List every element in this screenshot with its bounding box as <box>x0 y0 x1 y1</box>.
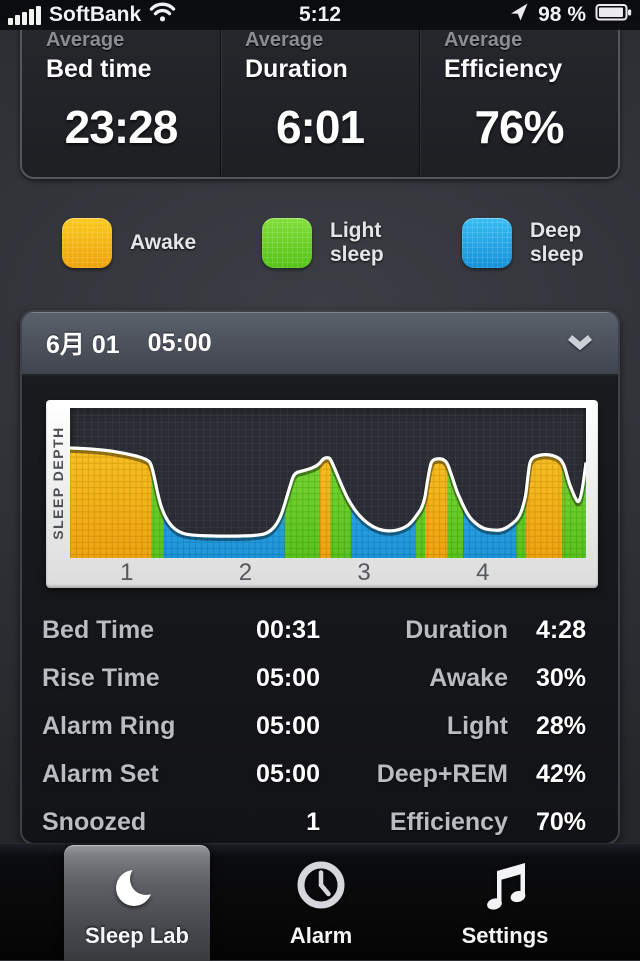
row-label: Alarm Ring <box>42 711 176 740</box>
y-axis-label-bar: SLEEP DEPTH <box>46 408 70 558</box>
light-sleep-color-swatch <box>262 218 312 268</box>
row-value: 05:00 <box>256 711 320 740</box>
row-label: Rise Time <box>42 663 160 692</box>
deep-sleep-color-swatch <box>462 218 512 268</box>
table-row: Alarm Set 05:00 Deep+REM 42% <box>42 750 586 798</box>
row-label: Light <box>446 711 508 740</box>
status-bar: SoftBank 5:12 98 % <box>0 0 640 30</box>
stat-title: Efficiency <box>444 55 563 83</box>
stat-efficiency: Average Efficiency 76% <box>419 7 618 177</box>
row-value: 42% <box>535 759 586 788</box>
legend-item-deep-sleep: Deep sleep <box>462 218 612 268</box>
night-rise-time: 05:00 <box>147 328 212 357</box>
carrier-label: SoftBank <box>49 3 142 26</box>
row-value: 30% <box>535 663 586 692</box>
night-date: 6月 01 <box>46 331 120 359</box>
legend-label: Deep sleep <box>530 219 584 266</box>
row-value: 28% <box>535 711 586 740</box>
sleep-depth-area-chart <box>70 446 586 558</box>
tab-label: Alarm <box>289 923 353 948</box>
tab-settings[interactable]: Settings <box>430 843 580 960</box>
legend-item-light-sleep: Light sleep <box>262 218 412 268</box>
stat-value: 76% <box>474 101 564 153</box>
clock-icon <box>295 859 347 916</box>
battery-icon <box>595 3 632 28</box>
wifi-icon <box>149 2 176 28</box>
legend-label: Light sleep <box>330 219 384 266</box>
row-value: 05:00 <box>256 759 320 788</box>
tab-sleep-lab[interactable]: Sleep Lab <box>62 843 212 960</box>
tab-label: Settings <box>461 923 549 948</box>
stat-value: 6:01 <box>275 101 365 153</box>
chevron-down-icon[interactable] <box>566 329 594 358</box>
row-value: 4:28 <box>535 615 586 644</box>
row-label: Snoozed <box>42 807 147 836</box>
stat-bed-time: Average Bed time 23:28 <box>22 7 220 177</box>
tab-alarm[interactable]: Alarm <box>246 843 396 960</box>
stat-value: 23:28 <box>64 101 179 153</box>
status-time: 5:12 <box>298 3 342 26</box>
stat-sublabel: Average <box>245 29 324 51</box>
row-label: Bed Time <box>42 615 155 644</box>
night-card-header[interactable]: 6月 01 05:00 <box>22 312 618 376</box>
table-row: Bed Time 00:31 Duration 4:28 <box>42 606 586 654</box>
x-axis-ticks: 1 2 3 4 <box>70 558 586 588</box>
row-label: Alarm Set <box>42 759 159 788</box>
x-tick-label: 4 <box>476 559 490 586</box>
stat-sublabel: Average <box>444 29 523 51</box>
tab-label: Sleep Lab <box>85 923 189 948</box>
average-stats-panel: Average Bed time 23:28 Average Duration … <box>20 5 620 179</box>
stat-duration: Average Duration 6:01 <box>220 7 419 177</box>
night-card: 6月 01 05:00 SLEEP DEPTH 1 2 3 4 <box>20 310 620 845</box>
moon-icon <box>113 863 161 916</box>
awake-color-swatch <box>62 218 112 268</box>
row-label: Deep+REM <box>376 759 508 788</box>
row-label: Duration <box>405 615 508 644</box>
stat-title: Bed time <box>46 55 152 83</box>
x-tick-label: 1 <box>120 559 134 586</box>
x-tick-label: 3 <box>357 559 371 586</box>
row-label: Efficiency <box>389 807 508 836</box>
sleep-depth-line <box>70 446 586 538</box>
table-row: Alarm Ring 05:00 Light 28% <box>42 702 586 750</box>
stat-title: Duration <box>245 55 348 83</box>
y-axis-label: SLEEP DEPTH <box>50 426 66 540</box>
x-tick-label: 2 <box>238 559 253 586</box>
row-value: 00:31 <box>256 615 320 644</box>
sleep-depth-chart: SLEEP DEPTH 1 2 3 4 <box>46 400 598 588</box>
battery-percent: 98 % <box>538 3 586 26</box>
music-note-icon <box>482 859 528 916</box>
row-value: 1 <box>306 807 320 836</box>
legend-item-awake: Awake <box>62 218 212 268</box>
row-value: 05:00 <box>256 663 320 692</box>
row-label: Awake <box>429 663 508 692</box>
legend-label: Awake <box>130 231 197 254</box>
location-services-icon <box>509 2 529 28</box>
night-detail-rows: Bed Time 00:31 Duration 4:28 Rise Time 0… <box>22 606 618 843</box>
chart-plot-area <box>70 408 586 558</box>
cell-signal-icon <box>8 5 41 25</box>
tab-bar: Sleep Lab Alarm Settings <box>0 843 640 961</box>
row-value: 70% <box>535 807 586 836</box>
table-row: Snoozed 1 Efficiency 70% <box>42 798 586 843</box>
table-row: Rise Time 05:00 Awake 30% <box>42 654 586 702</box>
stat-sublabel: Average <box>46 29 125 51</box>
